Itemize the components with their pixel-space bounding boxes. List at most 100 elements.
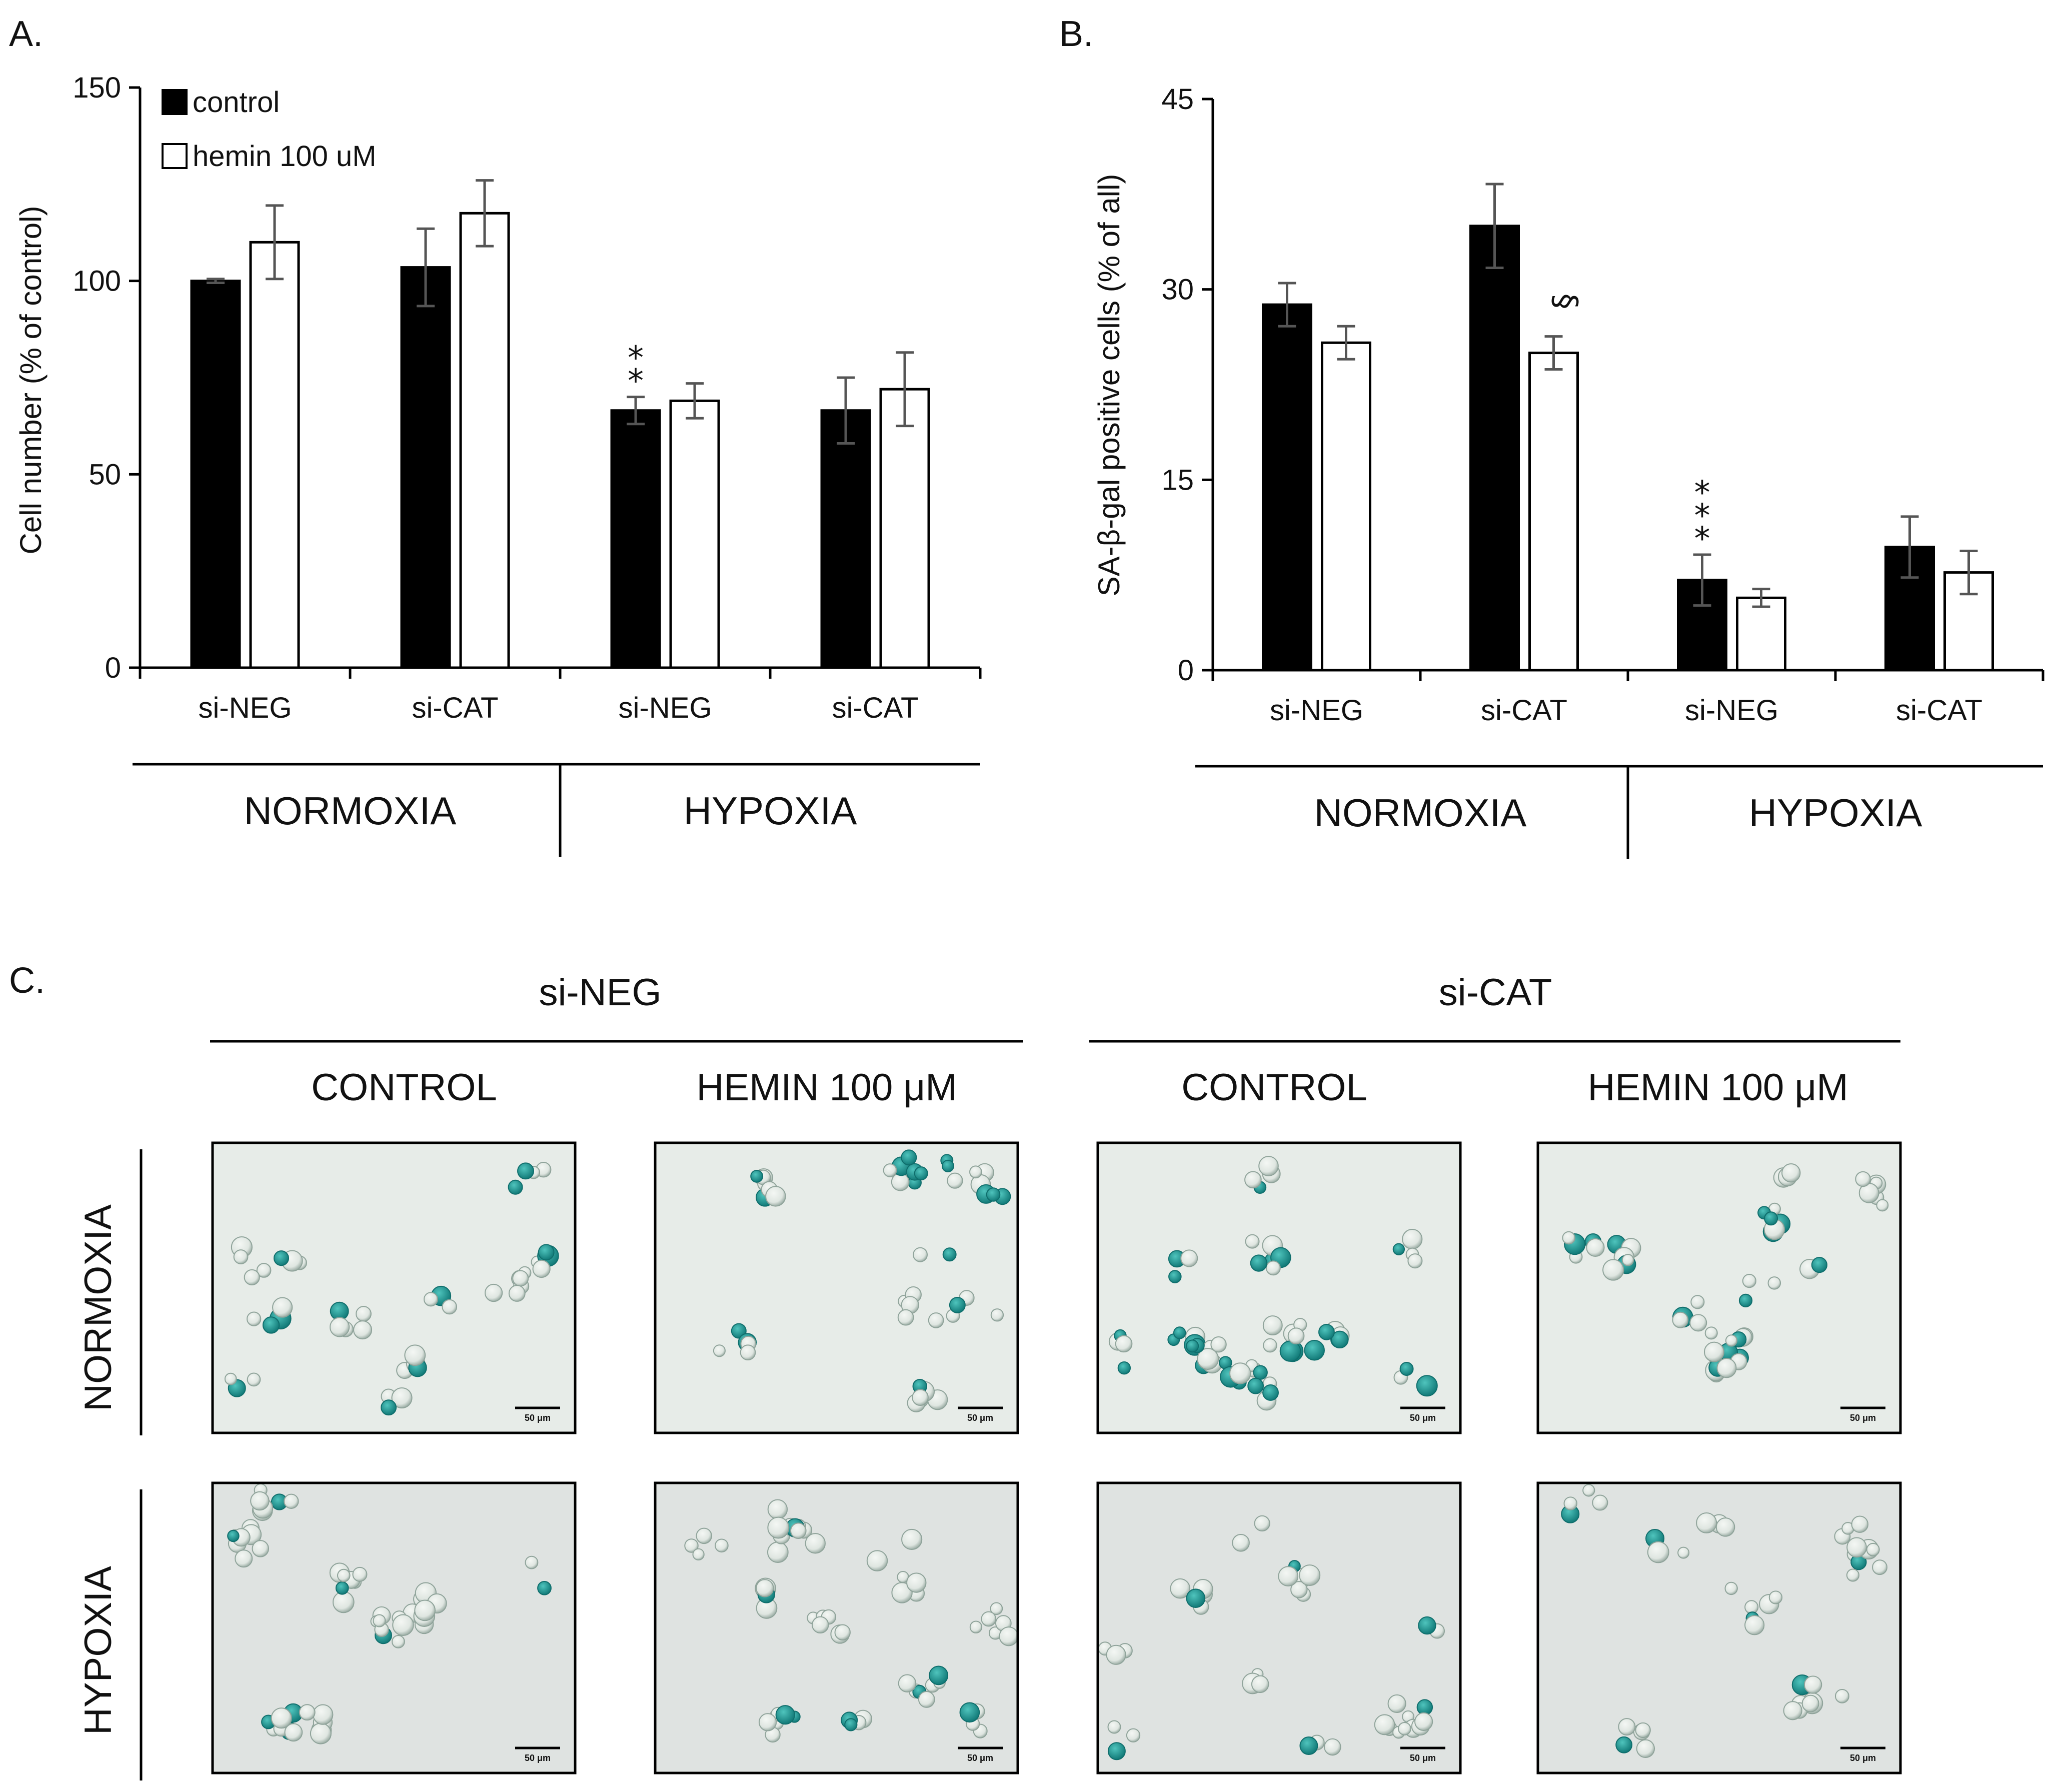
- cell: [883, 1163, 897, 1177]
- cell: [1742, 1274, 1756, 1288]
- cell: [1592, 1494, 1608, 1511]
- chart-a-significance-star: *: [628, 340, 644, 377]
- cell: [1126, 1728, 1141, 1742]
- stained-cell: [959, 1702, 980, 1723]
- cell: [913, 1247, 928, 1262]
- micrograph-tile: 50 μm: [1096, 1481, 1462, 1774]
- stained-cell: [537, 1580, 552, 1595]
- cell: [1106, 1644, 1126, 1665]
- panel-b-letter: B.: [1059, 14, 1093, 54]
- chart-b-group-label: NORMOXIA: [1314, 791, 1527, 835]
- cell: [404, 1344, 426, 1366]
- stained-cell: [1299, 1736, 1318, 1755]
- cell: [901, 1528, 923, 1550]
- cell: [532, 1259, 551, 1278]
- cell: [1387, 1694, 1406, 1713]
- chart-b-category-label: si-CAT: [1896, 694, 1982, 727]
- stained-cell: [949, 1296, 966, 1313]
- stained-cell: [1247, 1377, 1264, 1394]
- cell: [1768, 1590, 1783, 1604]
- panel-c-letter: C.: [9, 961, 45, 1001]
- chart-b-y-label: SA-β-gal positive cells (% of all): [1092, 174, 1126, 597]
- cell: [1724, 1581, 1738, 1595]
- stained-cell: [914, 1166, 928, 1181]
- cell: [1170, 1578, 1191, 1599]
- stained-cell: [1764, 1211, 1778, 1226]
- legend-swatch-control: [162, 89, 188, 115]
- stained-cell: [942, 1247, 957, 1262]
- chart-a-y-tick-label: 150: [73, 72, 121, 104]
- scale-bar-label: 50 μm: [1410, 1753, 1436, 1763]
- cell: [1704, 1326, 1718, 1340]
- chart-b-y-ticks: 0 15 30 45: [1161, 83, 1213, 687]
- cell: [1635, 1722, 1651, 1738]
- cell: [423, 1292, 439, 1307]
- chart-b: 0 15 30 45 si-NEG si-CAT si-NEG si-CAT NORMOXI…: [1092, 83, 2044, 859]
- micrograph-tile: 50 μm: [1096, 1141, 1462, 1434]
- cell: [1258, 1156, 1279, 1176]
- cell: [1563, 1496, 1577, 1510]
- cell: [866, 1550, 888, 1571]
- micrograph-frame: [211, 1141, 577, 1434]
- chart-b-bar: [1528, 352, 1579, 672]
- cell: [990, 1308, 1004, 1322]
- chart-a-annotations: **: [628, 340, 644, 400]
- cell: [247, 1372, 261, 1387]
- cell: [765, 1186, 786, 1207]
- stained-cell: [1173, 1326, 1186, 1339]
- cell: [284, 1723, 303, 1742]
- cell: [392, 1635, 405, 1648]
- cell: [1251, 1675, 1269, 1693]
- micrograph-tile: 50 μm: [654, 1141, 1019, 1434]
- chart-b-bar: [1321, 341, 1371, 672]
- cell: [1855, 1171, 1871, 1187]
- legend-label-control: control: [193, 86, 280, 119]
- cell: [1689, 1314, 1707, 1332]
- cell: [1677, 1546, 1690, 1559]
- chart-a-x-dividers: [139, 668, 982, 679]
- micrograph-col-label-4: HEMIN 100 μM: [1587, 1066, 1848, 1109]
- cell: [898, 1674, 917, 1692]
- chart-a-group-label: NORMOXIA: [244, 789, 457, 833]
- cell: [352, 1566, 368, 1582]
- chart-b-significance-star: *: [1694, 498, 1710, 535]
- micrograph-row-label-normoxia: NORMOXIA: [77, 1204, 120, 1411]
- cell: [1834, 1688, 1849, 1703]
- cell: [947, 1172, 963, 1189]
- micrograph-background: [1098, 1143, 1460, 1433]
- stained-cell: [1117, 1361, 1131, 1375]
- chart-b-significance-star: *: [1694, 521, 1710, 558]
- cell: [1803, 1675, 1822, 1694]
- cell: [767, 1499, 788, 1520]
- chart-a-bar: [879, 388, 930, 669]
- chart-a-y-tick-label: 50: [89, 458, 121, 491]
- cell: [414, 1599, 436, 1621]
- cell: [484, 1283, 503, 1302]
- stained-cell: [517, 1162, 534, 1180]
- stained-cell: [1318, 1323, 1335, 1340]
- cell: [1262, 1315, 1283, 1336]
- cell: [1278, 1566, 1299, 1587]
- cell: [525, 1555, 539, 1569]
- cell: [928, 1312, 944, 1328]
- micrograph-group-si-cat: si-CAT: [1439, 971, 1552, 1014]
- stained-cell: [1615, 1736, 1633, 1753]
- micrograph-tile: 50 μm: [1536, 1141, 1902, 1434]
- cell: [244, 1269, 260, 1285]
- cell: [1197, 1348, 1219, 1370]
- cell: [1374, 1714, 1395, 1735]
- cell: [1602, 1259, 1624, 1281]
- cell: [1767, 1276, 1781, 1290]
- chart-b-bar: [1469, 225, 1520, 672]
- cell: [353, 1320, 373, 1340]
- micrograph-tile: 50 μm: [654, 1481, 1019, 1774]
- cell: [1287, 1327, 1305, 1345]
- cell: [1414, 1712, 1433, 1731]
- cell: [252, 1540, 269, 1557]
- chart-a-legend: control hemin 100 uM: [162, 86, 377, 173]
- cell: [1636, 1739, 1655, 1758]
- micrograph-frame: [654, 1481, 1019, 1774]
- stained-cell: [986, 1187, 1001, 1202]
- cell: [805, 1533, 826, 1554]
- cell: [1846, 1568, 1859, 1582]
